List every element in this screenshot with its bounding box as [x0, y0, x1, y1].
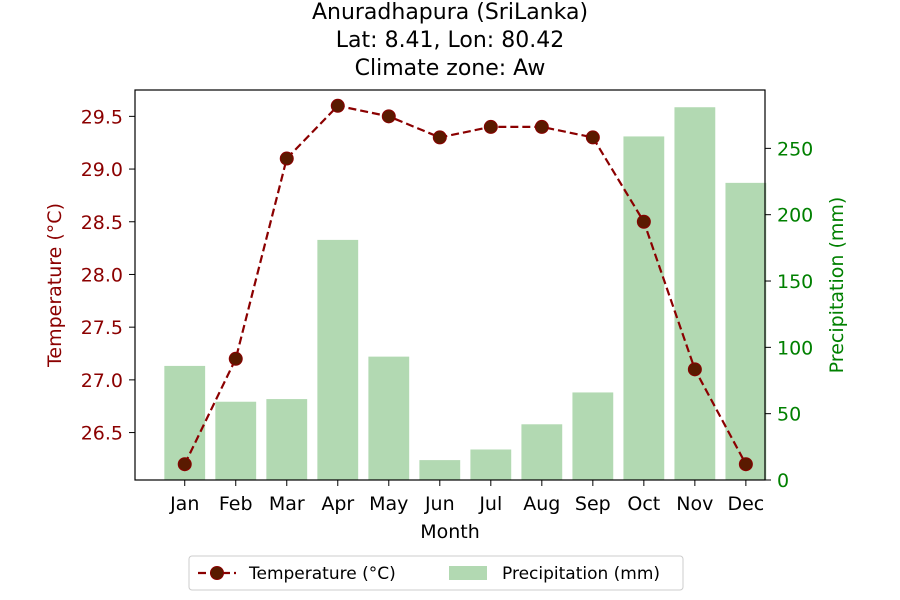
y-axis-left-label: Temperature (°C) [44, 203, 66, 368]
precipitation-bar-feb [215, 401, 257, 480]
x-tick-label-aug: Aug [523, 493, 560, 515]
precipitation-bar-nov [674, 107, 716, 480]
precipitation-bar-jul [470, 449, 512, 480]
legend-box [188, 555, 684, 591]
precipitation-bar-sep [572, 392, 614, 480]
temperature-line [183, 104, 747, 465]
legend-precipitation-label: Precipitation (mm) [502, 564, 660, 584]
temperature-point-mar [279, 151, 294, 166]
temperature-point-jan [177, 457, 192, 472]
x-tick-label-mar: Mar [269, 493, 305, 515]
y-right-tick-label: 0 [777, 470, 789, 492]
y-axis-right-label: Precipitation (mm) [826, 197, 848, 374]
plot-frame [134, 89, 766, 481]
x-tick-label-apr: Apr [321, 493, 354, 515]
temperature-point-jun [432, 130, 447, 145]
legend-temperature-marker [210, 566, 224, 580]
temperature-line-group [177, 98, 753, 472]
legend: Temperature (°C) Precipitation (mm) [188, 555, 684, 591]
x-axis: Jan Feb Mar Apr May Jun Jul Aug Sep Oct Nov Dec [169, 480, 764, 515]
y-right-tick-label: 50 [777, 404, 801, 426]
x-tick-label-nov: Nov [676, 493, 713, 515]
y-left-tick-label: 27.0 [81, 370, 123, 392]
y-left-tick-label: 27.5 [81, 317, 123, 339]
temperature-point-apr [330, 98, 345, 113]
precipitation-bars [164, 107, 767, 480]
y-axis-right: 0 50 100 150 200 250 [765, 138, 813, 492]
y-left-tick-label: 29.0 [81, 159, 123, 181]
precipitation-bar-jun [419, 460, 461, 480]
x-tick-label-sep: Sep [575, 493, 611, 515]
precipitation-bar-mar [266, 399, 308, 480]
temperature-point-sep [585, 130, 600, 145]
y-right-tick-label: 250 [777, 138, 813, 160]
precipitation-bar-aug [521, 424, 563, 480]
precipitation-bar-dec [725, 182, 767, 480]
precipitation-bar-may [368, 356, 410, 480]
temperature-point-dec [738, 457, 753, 472]
temperature-point-aug [534, 119, 549, 134]
x-tick-label-jan: Jan [169, 493, 199, 515]
legend-temperature-label: Temperature (°C) [248, 564, 396, 584]
x-tick-label-dec: Dec [727, 493, 764, 515]
x-tick-label-oct: Oct [627, 493, 660, 515]
y-left-tick-label: 29.5 [81, 106, 123, 128]
temperature-point-feb [228, 351, 243, 366]
precipitation-bar-apr [317, 239, 359, 480]
y-right-tick-label: 150 [777, 271, 813, 293]
y-axis-left: 26.5 27.0 27.5 28.0 28.5 29.0 29.5 [81, 106, 135, 445]
temperature-point-jul [483, 119, 498, 134]
temperature-point-oct [636, 214, 651, 229]
y-left-tick-label: 26.5 [81, 423, 123, 445]
x-tick-label-jul: Jul [478, 493, 502, 515]
x-tick-label-feb: Feb [219, 493, 253, 515]
x-axis-label: Month [420, 521, 480, 543]
chart-title-line-3: Climate zone: Aw [354, 56, 546, 81]
y-right-tick-label: 200 [777, 205, 813, 227]
temperature-point-nov [687, 362, 702, 377]
y-left-tick-label: 28.0 [81, 264, 123, 286]
y-left-tick-label: 28.5 [81, 212, 123, 234]
legend-precipitation-swatch [449, 566, 487, 580]
temperature-point-may [381, 109, 396, 124]
x-tick-label-jun: Jun [424, 493, 455, 515]
precipitation-bar-oct [623, 136, 665, 480]
x-tick-label-may: May [369, 493, 408, 515]
y-right-tick-label: 100 [777, 337, 813, 359]
chart-title-line-2: Lat: 8.41, Lon: 80.42 [335, 28, 565, 53]
chart-title-line-1: Anuradhapura (SriLanka) [311, 0, 589, 25]
